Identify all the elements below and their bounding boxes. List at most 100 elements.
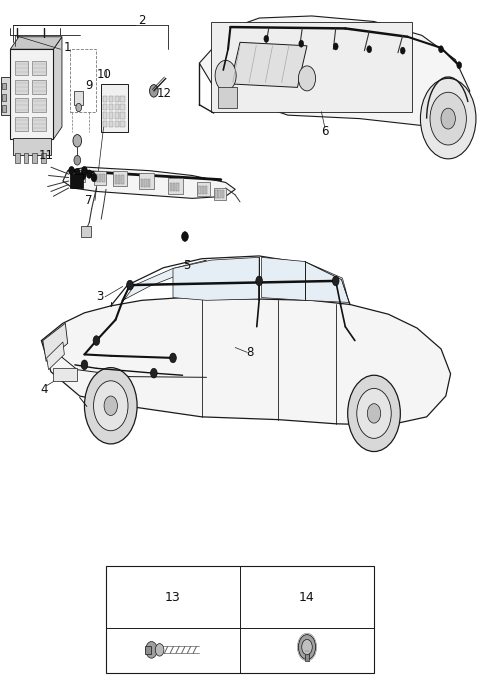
Bar (113, 171, 127, 186)
Text: 1: 1 (64, 41, 72, 54)
Polygon shape (123, 260, 206, 302)
Text: 3: 3 (96, 291, 104, 303)
Polygon shape (173, 257, 259, 300)
Circle shape (348, 375, 400, 452)
Circle shape (127, 280, 133, 290)
Bar (94, 171, 106, 184)
Circle shape (333, 43, 338, 50)
Circle shape (94, 381, 128, 431)
Circle shape (73, 135, 82, 147)
Bar (41, 154, 46, 163)
Polygon shape (63, 167, 235, 198)
Polygon shape (305, 261, 349, 302)
Bar (115, 175, 117, 183)
Bar (115, 96, 119, 102)
Bar (15, 80, 28, 94)
Text: 7: 7 (84, 194, 92, 207)
Circle shape (299, 40, 304, 47)
Bar (118, 175, 120, 183)
Bar (141, 179, 144, 187)
Circle shape (441, 108, 456, 129)
Bar (115, 121, 119, 127)
Bar (15, 99, 28, 113)
Bar (148, 179, 150, 187)
Polygon shape (199, 16, 470, 126)
Polygon shape (10, 37, 62, 49)
Text: 6: 6 (321, 124, 328, 138)
Circle shape (302, 639, 312, 655)
Circle shape (332, 276, 339, 286)
Bar (218, 190, 221, 198)
Circle shape (93, 336, 100, 345)
Bar (121, 175, 124, 183)
Bar (103, 121, 108, 127)
Bar (109, 96, 113, 102)
Bar (1, 105, 6, 112)
Circle shape (81, 360, 88, 370)
Bar (144, 179, 147, 187)
Circle shape (400, 47, 405, 54)
Circle shape (91, 174, 97, 181)
Circle shape (367, 46, 372, 53)
Bar (120, 121, 125, 127)
Circle shape (82, 167, 87, 174)
Polygon shape (53, 37, 62, 140)
Bar (74, 91, 84, 105)
Text: 8: 8 (246, 346, 253, 359)
Circle shape (420, 79, 476, 159)
Bar (120, 96, 125, 102)
Bar (102, 174, 105, 182)
Text: 4: 4 (40, 383, 48, 395)
Bar (24, 154, 28, 163)
Bar (106, 566, 374, 673)
Polygon shape (0, 77, 10, 115)
Circle shape (69, 167, 74, 174)
Circle shape (299, 635, 316, 660)
Bar (202, 186, 204, 194)
Bar (76, 172, 79, 180)
Text: 14: 14 (299, 591, 315, 604)
Circle shape (264, 35, 269, 42)
Circle shape (76, 104, 82, 112)
Bar (70, 174, 84, 188)
Circle shape (104, 396, 118, 416)
Bar (205, 186, 207, 194)
Circle shape (215, 60, 236, 91)
Text: 12: 12 (157, 87, 172, 100)
Bar (305, 648, 310, 661)
Bar (173, 183, 175, 191)
Circle shape (86, 170, 92, 178)
Circle shape (150, 85, 158, 97)
Bar (109, 104, 113, 111)
Bar (99, 174, 101, 182)
Circle shape (357, 389, 391, 439)
Polygon shape (43, 323, 68, 361)
Bar (109, 121, 113, 127)
Bar (32, 61, 46, 75)
Bar (32, 117, 46, 131)
Bar (96, 174, 98, 182)
Text: 13: 13 (165, 591, 181, 604)
Bar (32, 80, 46, 94)
Circle shape (169, 353, 176, 363)
Text: 5: 5 (183, 259, 190, 272)
Bar (15, 117, 28, 131)
Circle shape (367, 404, 381, 423)
Circle shape (430, 92, 467, 145)
Bar (197, 182, 210, 196)
Bar (32, 99, 46, 113)
Bar (103, 96, 108, 102)
Bar (222, 190, 224, 198)
Circle shape (439, 46, 444, 53)
Text: 2: 2 (138, 14, 145, 26)
Bar (140, 173, 154, 189)
Bar (115, 104, 119, 111)
Circle shape (156, 644, 164, 656)
Bar (103, 113, 108, 119)
Bar (109, 113, 113, 119)
Bar (176, 183, 179, 191)
Bar (75, 170, 85, 182)
Bar (70, 49, 96, 112)
Bar (83, 172, 85, 180)
Bar (81, 226, 91, 236)
